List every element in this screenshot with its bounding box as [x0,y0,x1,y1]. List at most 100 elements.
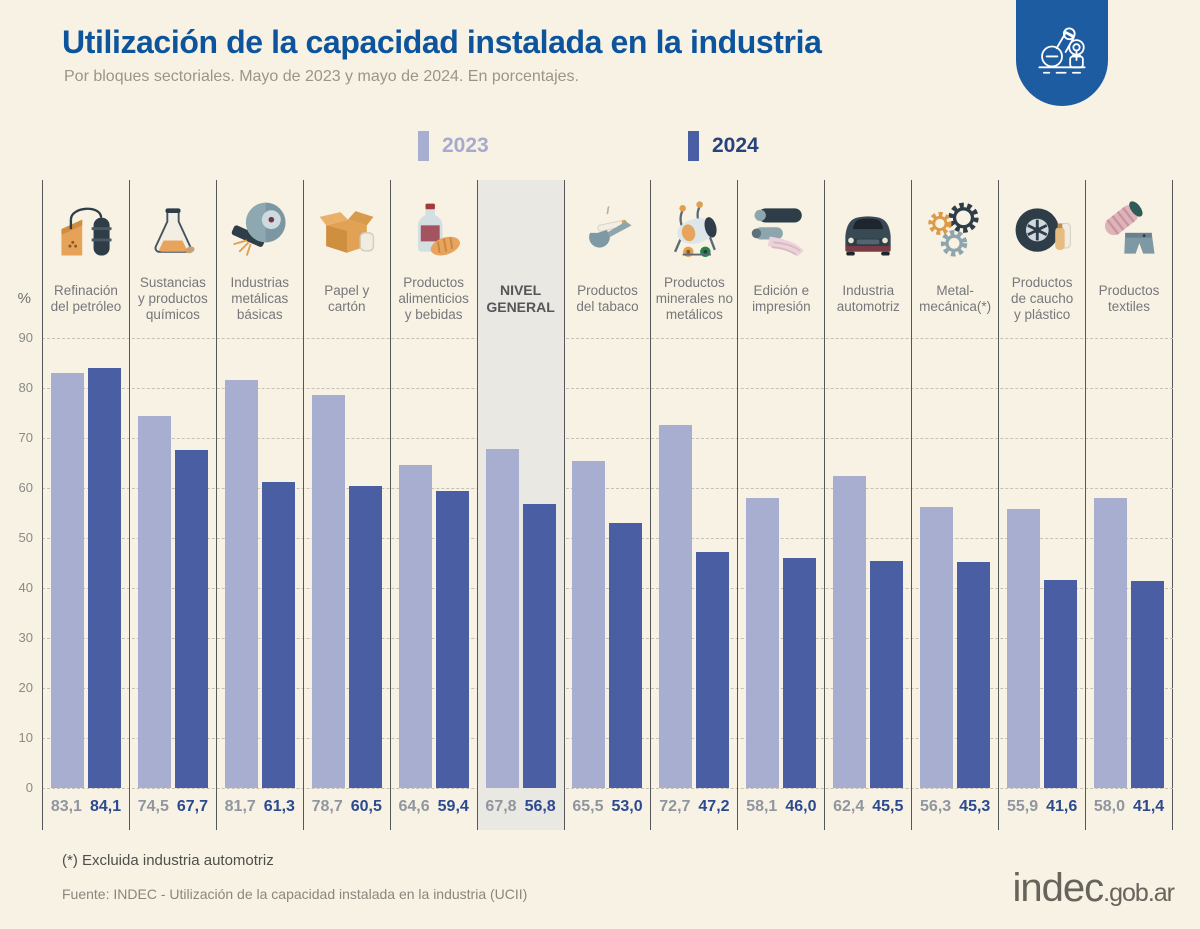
bar-2024 [696,552,730,788]
value-2024: 56,8 [524,798,556,815]
category-column: Productos minerales no metálicos 72,7 47,2 [650,180,737,830]
legend-label-2023: 2023 [442,134,489,157]
category-column: Industrias metálicas básicas 81,7 61,3 [215,180,303,830]
value-labels: 83,1 84,1 [43,798,129,816]
bar-2023 [1094,498,1128,788]
bar-2024 [957,561,991,788]
value-2024: 67,7 [176,798,209,815]
y-axis-unit-label: % [17,290,31,307]
chart-columns: Refinación del petróleo 83,1 84,1 Sustancia… [42,180,1173,830]
value-labels: 78,7 60,5 [304,798,390,816]
bar-group [43,338,129,788]
bar-2023 [50,372,84,788]
page-subtitle: Por bloques sectoriales. Mayo de 2023 y … [64,68,579,85]
value-2023: 65,5 [572,798,604,815]
bar-group [651,338,737,788]
value-2024: 61,3 [263,798,295,815]
legend-item-2024: 2024 [688,131,759,161]
tire-icon [999,192,1085,270]
no-icon [478,192,564,270]
bar-2023 [137,415,171,788]
y-tick-label: 40 [18,580,33,595]
category-label: Productos alimenticios y bebidas [398,274,469,323]
value-labels: 81,7 61,3 [217,798,303,816]
bar-2024 [261,481,295,788]
bar-group [999,338,1085,788]
footnote: (*) Excluida industria automotriz [62,852,274,869]
y-tick-label: 30 [18,630,33,645]
bar-group [217,338,303,788]
source-note: Fuente: INDEC - Utilización de la capaci… [62,886,528,902]
bar-2023 [311,394,345,788]
category-column: Productos del tabaco 65,5 53,0 [563,180,651,830]
legend-swatch-2023 [418,131,429,161]
legend-label-2024: 2024 [712,134,759,157]
value-labels: 72,7 47,2 [651,798,737,816]
bar-2024 [348,485,382,788]
value-labels: 65,5 53,0 [565,798,651,816]
y-tick-label: 50 [18,530,33,545]
bar-2024 [783,558,817,788]
value-2023: 83,1 [50,798,82,815]
category-label: Metal- mecánica(*) [919,282,992,314]
value-2023: 72,7 [659,798,691,815]
category-label: Edición e impresión [752,282,811,314]
category-column: Productos textiles 58,0 41,4 [1085,180,1172,830]
bar-2023 [485,449,519,788]
indec-logo-suffix: .gob.ar [1103,879,1175,907]
food-beverage-icon [391,192,477,270]
car-icon [825,192,911,270]
bar-2024 [609,523,643,788]
bar-2023 [1007,508,1041,788]
category-column: Edición e impresión 58,1 46,0 [737,180,824,830]
value-2023: 56,3 [920,798,952,815]
value-2024: 45,3 [959,798,991,815]
bar-2023 [398,465,432,788]
bar-2024 [522,504,556,788]
value-2023: 62,4 [833,798,865,815]
oil-refinery-icon [43,192,129,270]
value-2024: 60,5 [350,798,382,815]
industry-badge [1016,0,1108,106]
category-label: Refinación del petróleo [50,282,122,314]
y-tick-label: 80 [18,380,33,395]
indec-logo[interactable]: indec.gob.ar [1013,866,1175,911]
category-label: Industria automotriz [836,282,900,314]
category-label: Productos minerales no metálicos [655,274,734,323]
value-labels: 58,1 46,0 [738,798,824,816]
printing-press-icon [738,192,824,270]
textile-icon [1086,192,1172,270]
cement-mixer-icon [651,192,737,270]
category-column: Metal- mecánica(*) 56,3 45,3 [911,180,998,830]
value-2023: 58,1 [746,798,778,815]
bar-group [565,338,651,788]
category-label: Productos textiles [1098,282,1160,314]
category-column: Productos de caucho y plástico 55,9 41,6 [998,180,1085,830]
bar-2023 [572,460,606,788]
bar-group [1086,338,1172,788]
value-2024: 84,1 [89,798,122,815]
value-2023: 67,8 [485,798,517,815]
value-2023: 74,5 [137,798,169,815]
value-2023: 64,6 [398,798,430,815]
bar-group [738,338,824,788]
value-labels: 74,5 67,7 [130,798,216,816]
category-label: Productos del tabaco [576,282,639,314]
value-labels: 58,0 41,4 [1086,798,1172,816]
category-column: Papel y cartón 78,7 60,5 [302,180,390,830]
page-title: Utilización de la capacidad instalada en… [62,24,822,60]
bar-2023 [746,497,780,788]
category-column: NIVEL GENERAL 67,8 56,8 [476,180,564,830]
category-label: Sustancias y productos químicos [137,274,208,323]
y-axis: % 90 80 70 60 50 40 30 20 10 0 [0,180,37,830]
value-labels: 56,3 45,3 [912,798,998,816]
value-2023: 58,0 [1093,798,1126,815]
value-2024: 46,0 [785,798,817,815]
bar-2024 [1044,580,1078,788]
y-tick-label: 70 [18,430,33,445]
bar-group [304,338,390,788]
value-labels: 62,4 45,5 [825,798,911,816]
gears-icon [912,192,998,270]
bar-group [478,338,564,788]
category-label: Papel y cartón [324,282,370,314]
